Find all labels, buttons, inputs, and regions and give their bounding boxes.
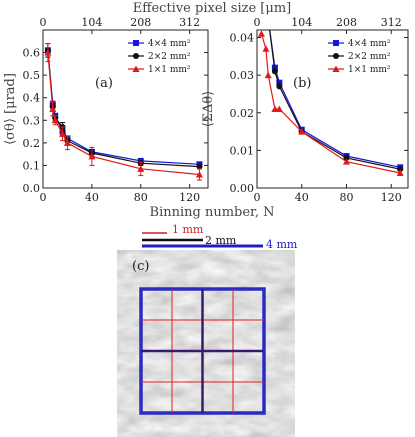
bottom-axis-title: Binning number, N [150, 205, 275, 220]
x-tick-label: 120 [381, 191, 402, 204]
plot-frame [256, 29, 409, 189]
y-tick-label: 0.00 [230, 182, 255, 195]
data-point-triangle [262, 45, 270, 52]
x-tick-label: 80 [339, 191, 353, 204]
y-axis-title: ⟨σθ⟩ [μrad] [3, 73, 18, 145]
y-tick-label: 0.2 [23, 137, 41, 150]
legend-marker [133, 40, 139, 46]
legend-label: 1×1 mm² [148, 65, 191, 75]
top-axis-title: Effective pixel size [μm] [133, 1, 291, 16]
top-tick-label: 0 [40, 16, 47, 29]
y-tick-label: 0.03 [230, 69, 255, 82]
data-point-triangle [49, 105, 57, 112]
panel-c-image: 1 mm 2 mm 4 mm (c) [117, 223, 298, 437]
data-layer [44, 43, 203, 181]
x-tick-label: 80 [134, 191, 148, 204]
series-line-2 [260, 33, 401, 174]
legend-label: 4×4 mm² [148, 39, 191, 49]
data-point-triangle [63, 139, 71, 146]
y-tick-label: 0.01 [230, 144, 255, 157]
y-tick-label: 0.5 [23, 69, 41, 82]
panel-b-chart: 0 40 80 120 0 104 208 312 0.00 0.01 0.02 0.03 0.04 ⟨Σ… [201, 16, 409, 204]
data-point-triangle [44, 49, 52, 56]
data-point-circle [397, 166, 404, 173]
data-point-triangle [88, 152, 96, 160]
x-tick-label: 0 [254, 191, 261, 204]
data-point-triangle [264, 71, 272, 79]
data-point-triangle [275, 105, 283, 112]
data-point-square [276, 79, 283, 86]
data-point-circle [343, 154, 350, 161]
legend-marker [332, 65, 340, 72]
data-point-square [265, 16, 271, 22]
data-point-triangle [137, 165, 145, 172]
data-point-triangle [195, 170, 203, 178]
data-point-triangle [51, 116, 59, 124]
sample-grid [139, 287, 266, 415]
data-layer [257, 16, 404, 176]
legend-marker [132, 65, 140, 72]
panel-label: (b) [293, 76, 311, 91]
legend-marker [333, 53, 339, 59]
data-point-circle [265, 16, 271, 22]
legend-label: 2×2 mm² [148, 52, 191, 62]
top-tick-label: 208 [130, 16, 151, 29]
scale-bar-1mm-label: 1 mm [172, 223, 204, 236]
top-tick-label: 0 [254, 16, 261, 29]
data-point-triangle [298, 128, 306, 135]
scale-bars: 1 mm 2 mm 4 mm [142, 223, 298, 251]
y-tick-label: 0.3 [23, 114, 41, 127]
radiograph-image [117, 250, 295, 437]
x-tick-label: 40 [295, 191, 309, 204]
legend-label: 4×4 mm² [348, 39, 391, 49]
data-point-triangle [396, 169, 404, 176]
data-point-triangle [59, 130, 67, 137]
panel-label: (a) [95, 76, 113, 91]
x-tick-label: 0 [40, 191, 47, 204]
top-tick-label: 104 [81, 16, 102, 29]
y-axis-title: ⟨ΣΔθ⟩ [201, 91, 216, 128]
x-tick-label: 40 [85, 191, 99, 204]
top-tick-label: 104 [291, 16, 312, 29]
y-tick-label: 0.04 [230, 32, 255, 45]
data-point-triangle [271, 105, 279, 112]
y-tick-label: 0.02 [230, 107, 255, 120]
top-tick-label: 312 [179, 16, 200, 29]
legend-label: 1×1 mm² [348, 65, 391, 75]
top-tick-label: 208 [336, 16, 357, 29]
data-point-circle [271, 68, 278, 75]
y-tick-label: 0.4 [23, 92, 41, 105]
panel-c-label: (c) [132, 259, 149, 274]
plot-frame [42, 29, 209, 189]
data-point-triangle [342, 158, 350, 165]
x-tick-label: 120 [179, 191, 200, 204]
y-tick-label: 0.0 [23, 182, 41, 195]
legend-label: 2×2 mm² [348, 52, 391, 62]
data-point-circle [276, 83, 283, 90]
series-line-1 [269, 30, 401, 170]
legend-marker [133, 53, 139, 59]
legend-marker [333, 40, 339, 46]
top-tick-label: 312 [381, 16, 402, 29]
data-point-circle [196, 163, 203, 170]
panel-a-chart: 0 40 80 120 0 104 208 312 0.0 0.1 0.2 0.3 0.4 0.5 0.6 ⟨… [3, 16, 209, 204]
scale-bar-4mm-label: 4 mm [266, 238, 298, 251]
y-tick-label: 0.1 [23, 159, 41, 172]
scale-bar-2mm-label: 2 mm [205, 234, 237, 247]
data-point-triangle [257, 30, 265, 37]
y-tick-label: 0.6 [23, 47, 41, 60]
